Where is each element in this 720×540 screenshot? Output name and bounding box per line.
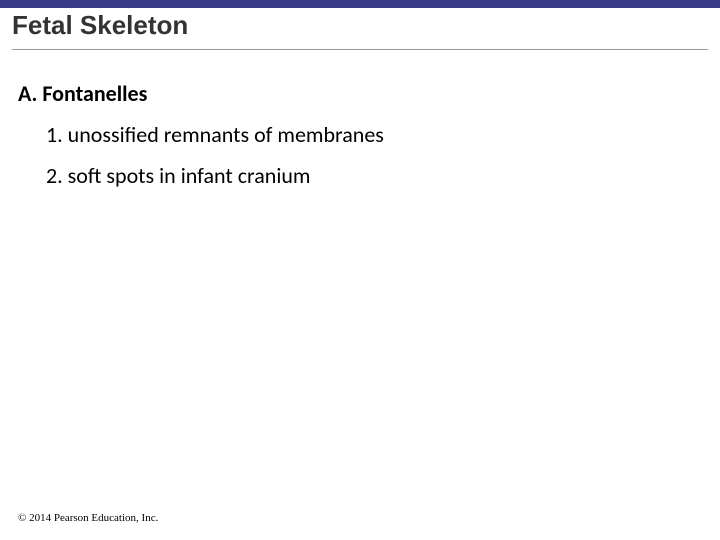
top-bar [0, 0, 720, 8]
copyright-footer: © 2014 Pearson Education, Inc. [18, 512, 158, 524]
title-area: Fetal Skeleton [12, 10, 708, 50]
section-heading: A. Fontanelles [18, 80, 698, 107]
body-area: A. Fontanelles 1. unossified remnants of… [18, 80, 698, 203]
list-item: 1. unossified remnants of membranes [46, 121, 698, 148]
list-item: 2. soft spots in infant cranium [46, 162, 698, 189]
title-underline [12, 49, 708, 50]
slide-container: Fetal Skeleton A. Fontanelles 1. unossif… [0, 0, 720, 540]
slide-title: Fetal Skeleton [12, 10, 708, 47]
